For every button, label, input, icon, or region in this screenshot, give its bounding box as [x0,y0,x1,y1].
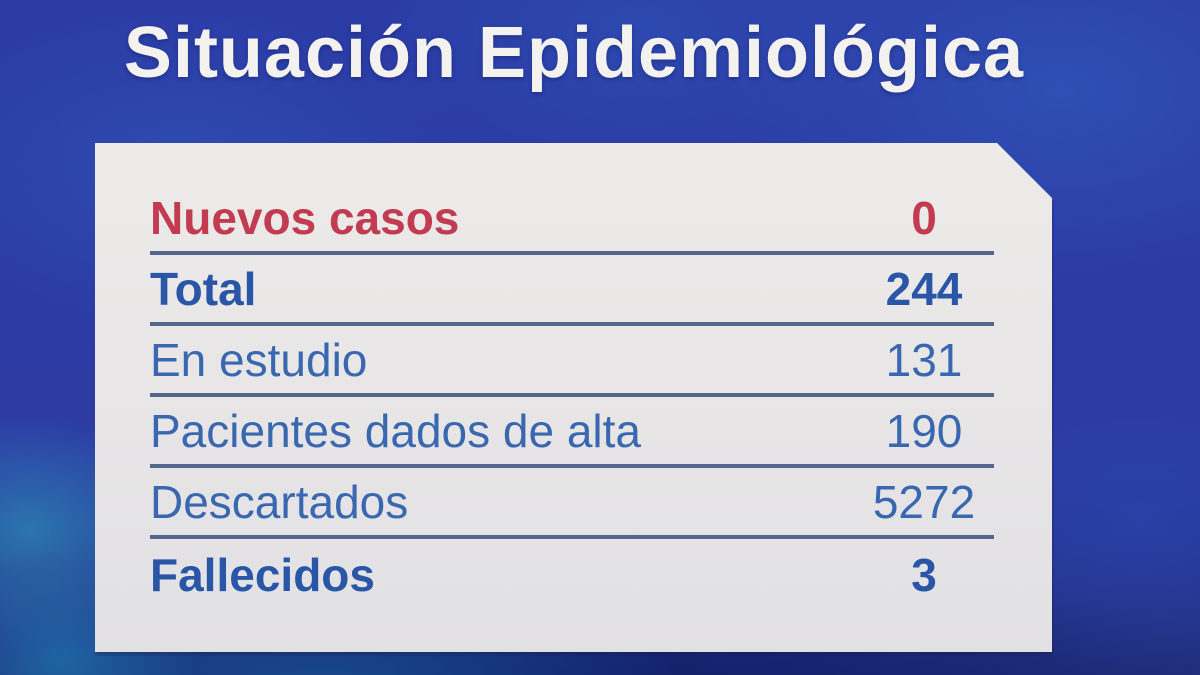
row-value: 0 [911,191,937,244]
row-value: 5272 [872,475,976,528]
row-label: Total [150,262,257,315]
table-row: Total 244 [150,255,994,326]
row-label: En estudio [150,333,368,386]
row-label: Pacientes dados de alta [150,404,642,457]
row-label: Fallecidos [150,548,375,601]
table-row: Nuevos casos 0 [150,184,994,255]
row-value: 131 [885,333,963,386]
row-label: Nuevos casos [150,191,460,244]
page-title: Situación Epidemiológica [123,13,1025,93]
table-row: Descartados 5272 [150,468,994,539]
statistics-card: Nuevos casos 0 Total 244 En estudio 131 … [95,143,1052,652]
table-row: En estudio 131 [150,326,994,397]
row-value: 3 [911,548,937,601]
row-value: 244 [885,262,963,315]
row-label: Descartados [150,475,409,528]
table-row: Fallecidos 3 [150,539,994,610]
row-value: 190 [885,404,963,457]
table-row: Pacientes dados de alta 190 [150,397,994,468]
